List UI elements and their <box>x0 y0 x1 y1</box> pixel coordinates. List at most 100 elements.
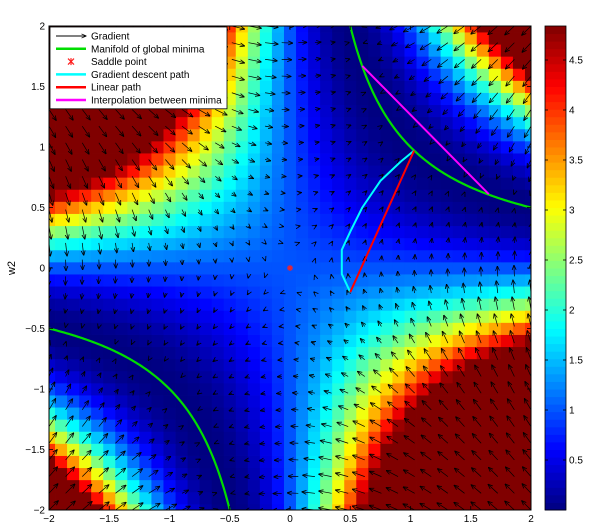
heatmap-cell <box>163 286 176 299</box>
gradient-arrow <box>397 109 398 110</box>
gradient-arrow <box>437 42 449 50</box>
heatmap-cell <box>356 104 369 118</box>
heatmap-cell <box>308 382 321 396</box>
heatmap-cell <box>259 32 273 45</box>
gradient-arrow <box>165 125 175 135</box>
gradient-arrow <box>309 375 316 376</box>
heatmap-cell <box>500 322 514 335</box>
heatmap-cell <box>464 455 478 469</box>
gradient-arrow <box>441 366 449 377</box>
heatmap-cell <box>271 395 285 408</box>
heatmap-cell <box>103 225 116 239</box>
heatmap-cell <box>464 213 478 227</box>
heatmap-cell <box>428 177 442 190</box>
gradient-arrow <box>65 192 70 205</box>
heatmap-cell <box>344 310 357 323</box>
colorbar-tick-label: 4 <box>569 106 575 117</box>
heatmap-cell <box>115 382 128 396</box>
heatmap-cell <box>163 213 176 227</box>
gradient-arrow <box>332 225 334 227</box>
gradient-arrow <box>447 160 448 161</box>
gradient-arrow <box>181 175 189 184</box>
gradient-arrow <box>148 192 155 204</box>
gradient-arrow <box>391 352 399 361</box>
gradient-arrow <box>507 109 515 120</box>
heatmap-cell <box>332 443 345 456</box>
heatmap-cell <box>139 334 152 348</box>
gradient-arrow <box>115 159 122 171</box>
heatmap-cell <box>344 407 357 420</box>
heatmap-cell <box>356 370 369 384</box>
heatmap-cell <box>356 237 369 251</box>
heatmap-cell <box>283 358 297 372</box>
gradient-arrow <box>65 501 76 510</box>
gradient-arrow <box>476 125 482 133</box>
gradient-arrow <box>148 176 156 187</box>
gradient-arrow <box>115 451 125 461</box>
colorbar-segment <box>545 426 566 435</box>
colorbar-frame <box>544 25 567 511</box>
heatmap-cell <box>476 249 490 263</box>
heatmap-cell <box>151 140 164 154</box>
heatmap-cell <box>223 407 237 420</box>
heatmap-cell <box>476 479 490 493</box>
heatmap-cell <box>127 382 140 396</box>
heatmap-cell <box>344 431 357 444</box>
heatmap-cell <box>223 261 237 275</box>
heatmap-cell <box>320 479 333 493</box>
heatmap-cell <box>259 298 273 311</box>
gradient-arrow <box>489 59 499 68</box>
colorbar-segment <box>545 94 566 103</box>
colorbar-segment <box>545 328 566 337</box>
heatmap-cell <box>500 334 514 348</box>
gradient-arrow <box>405 401 415 411</box>
heatmap-cell <box>211 177 225 190</box>
gradient-arrow <box>131 209 136 221</box>
heatmap-cell <box>211 128 225 142</box>
heatmap-cell <box>55 443 68 456</box>
gradient-arrow <box>49 159 54 172</box>
gradient-arrow <box>524 416 531 427</box>
gradient-arrow <box>215 210 218 214</box>
heatmap-cell <box>416 249 429 263</box>
heatmap-cell <box>67 310 80 323</box>
heatmap-cell <box>380 237 393 251</box>
gradient-arrow <box>390 368 399 377</box>
gradient-arrow <box>165 441 169 444</box>
heatmap-cell <box>259 395 273 408</box>
heatmap-cell <box>404 56 417 69</box>
heatmap-cell <box>308 261 321 275</box>
heatmap-cell <box>320 395 333 408</box>
heatmap-cell <box>416 140 429 154</box>
heatmap-cell <box>380 419 393 432</box>
heatmap-cell <box>235 274 249 287</box>
heatmap-cell <box>67 455 80 469</box>
heatmap-cell <box>163 249 176 263</box>
heatmap-cell <box>283 44 297 57</box>
heatmap-cell <box>476 261 490 275</box>
heatmap-cell <box>67 128 80 142</box>
gradient-arrow <box>65 467 75 477</box>
heatmap-cell <box>440 274 454 287</box>
heatmap-cell <box>49 358 56 372</box>
heatmap-cell <box>488 370 502 384</box>
heatmap-cell <box>79 310 92 323</box>
heatmap-cell <box>476 177 490 190</box>
heatmap-cell <box>199 249 213 263</box>
heatmap-cell <box>55 346 68 360</box>
gradient-arrow <box>375 354 382 361</box>
heatmap-cell <box>187 443 201 456</box>
heatmap-cell <box>488 32 502 45</box>
gradient-arrow <box>352 489 365 494</box>
heatmap-cell <box>452 443 466 456</box>
gradient-arrow <box>215 193 219 197</box>
heatmap-cell <box>500 237 514 251</box>
heatmap-cell <box>500 382 514 396</box>
heatmap-cell <box>283 322 297 335</box>
minima-manifold-curve <box>49 327 231 510</box>
heatmap-cell <box>296 261 309 275</box>
heatmap-cell <box>332 140 345 154</box>
heatmap-cell <box>175 491 188 505</box>
heatmap-cell <box>524 225 532 239</box>
legend-entry: Gradient descent path <box>56 70 189 81</box>
